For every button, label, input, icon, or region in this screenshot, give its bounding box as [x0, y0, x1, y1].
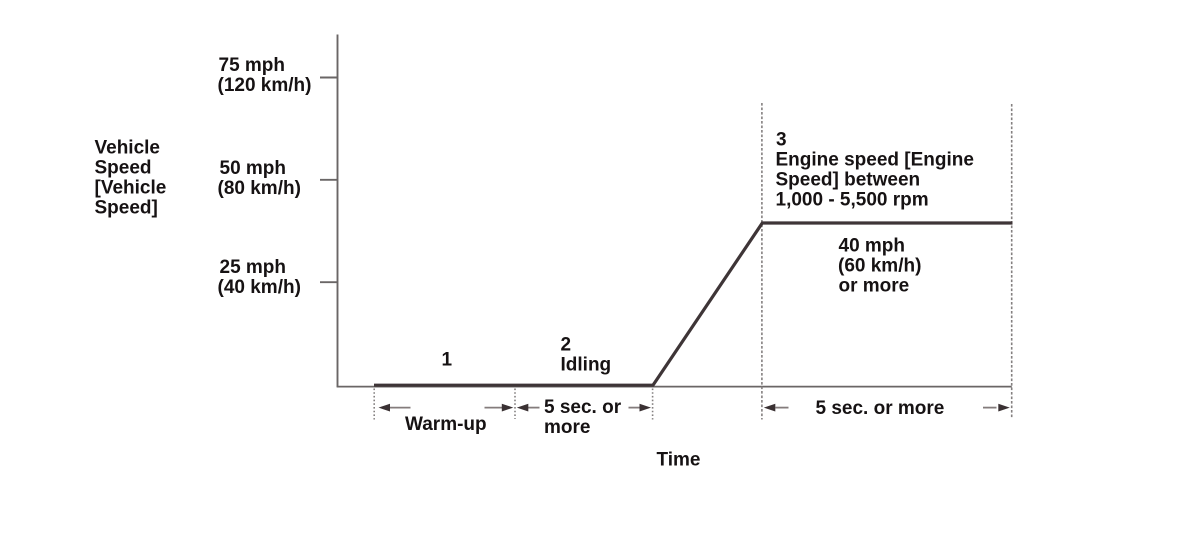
svg-text:50 mph: 50 mph [220, 158, 287, 179]
svg-text:(120 km/h): (120 km/h) [218, 75, 312, 96]
svg-text:[Vehicle: [Vehicle [95, 177, 167, 198]
svg-text:Idling: Idling [561, 354, 612, 375]
svg-text:1,000 - 5,500 rpm: 1,000 - 5,500 rpm [776, 190, 929, 211]
svg-text:(60 km/h): (60 km/h) [838, 255, 921, 276]
svg-text:Warm-up: Warm-up [405, 414, 487, 435]
svg-text:Vehicle: Vehicle [95, 137, 161, 158]
svg-text:3: 3 [776, 130, 787, 151]
svg-text:Speed]: Speed] [95, 197, 158, 218]
svg-text:(40 km/h): (40 km/h) [218, 277, 301, 298]
svg-text:Time: Time [657, 449, 701, 470]
svg-text:5 sec. or: 5 sec. or [544, 397, 622, 418]
svg-text:more: more [544, 417, 590, 438]
svg-text:Engine speed [Engine: Engine speed [Engine [776, 150, 974, 171]
svg-text:40 mph: 40 mph [839, 235, 906, 256]
svg-text:2: 2 [561, 334, 572, 355]
svg-text:75 mph: 75 mph [219, 55, 286, 76]
svg-text:5 sec. or more: 5 sec. or more [816, 398, 945, 419]
svg-text:Speed] between: Speed] between [776, 170, 921, 191]
svg-text:(80 km/h): (80 km/h) [218, 178, 301, 199]
svg-text:or more: or more [839, 275, 910, 296]
svg-text:1: 1 [442, 350, 453, 371]
svg-text:Speed: Speed [95, 157, 152, 178]
svg-text:25 mph: 25 mph [220, 257, 287, 278]
